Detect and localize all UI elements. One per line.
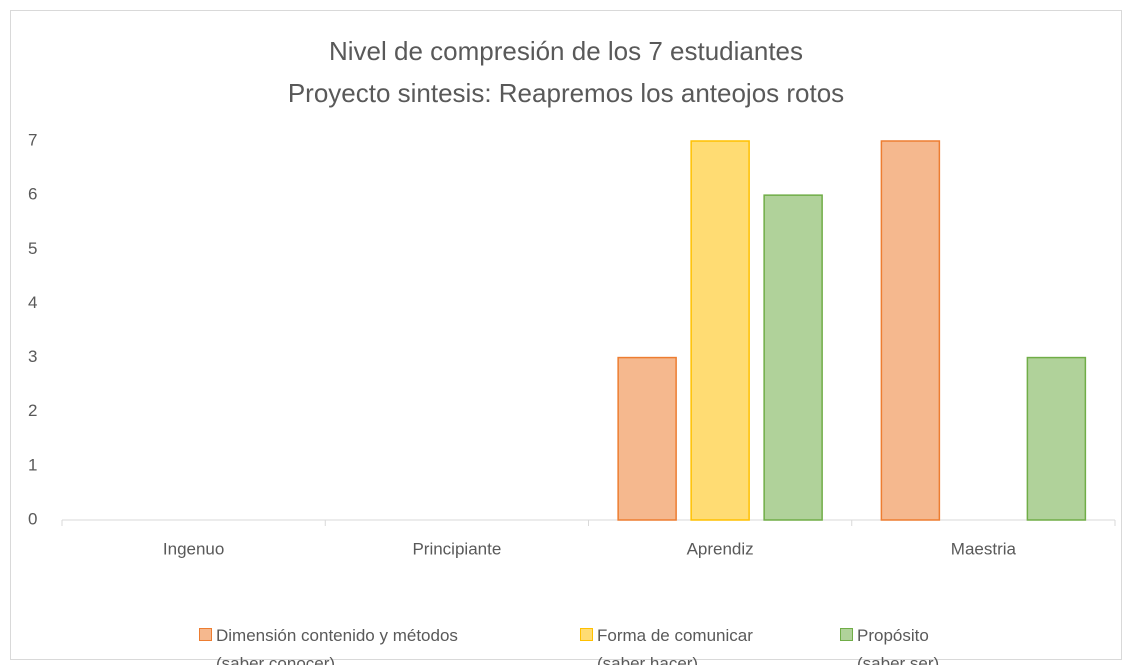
bar <box>617 356 677 521</box>
legend-swatch <box>840 628 853 641</box>
x-tick-label: Aprendiz <box>687 539 754 558</box>
y-tick-label: 0 <box>28 509 37 528</box>
y-tick-label: 6 <box>28 185 37 204</box>
y-tick-label: 7 <box>28 130 37 149</box>
bar <box>763 194 823 521</box>
y-tick-label: 2 <box>28 401 37 420</box>
y-tick-label: 3 <box>28 347 37 366</box>
x-tick-label: Principiante <box>412 539 501 558</box>
chart-title: Nivel de compresión de los 7 estudiantes… <box>287 36 845 108</box>
legend-label: Forma de comunicar (saber hacer) <box>597 626 753 665</box>
legend-label: Propósito (saber ser) <box>857 626 940 665</box>
x-tick-label: Maestria <box>951 539 1017 558</box>
legend-label: Dimensión contenido y métodos (saber con… <box>216 626 458 665</box>
legend-swatch <box>580 628 593 641</box>
y-tick-label: 5 <box>28 239 37 258</box>
y-tick-label: 4 <box>28 293 37 312</box>
bar <box>1026 356 1087 521</box>
legend-swatch <box>199 628 212 641</box>
y-tick-label: 1 <box>28 455 37 474</box>
x-tick-label: Ingenuo <box>163 539 224 558</box>
bar <box>880 140 941 521</box>
bar <box>690 140 750 521</box>
